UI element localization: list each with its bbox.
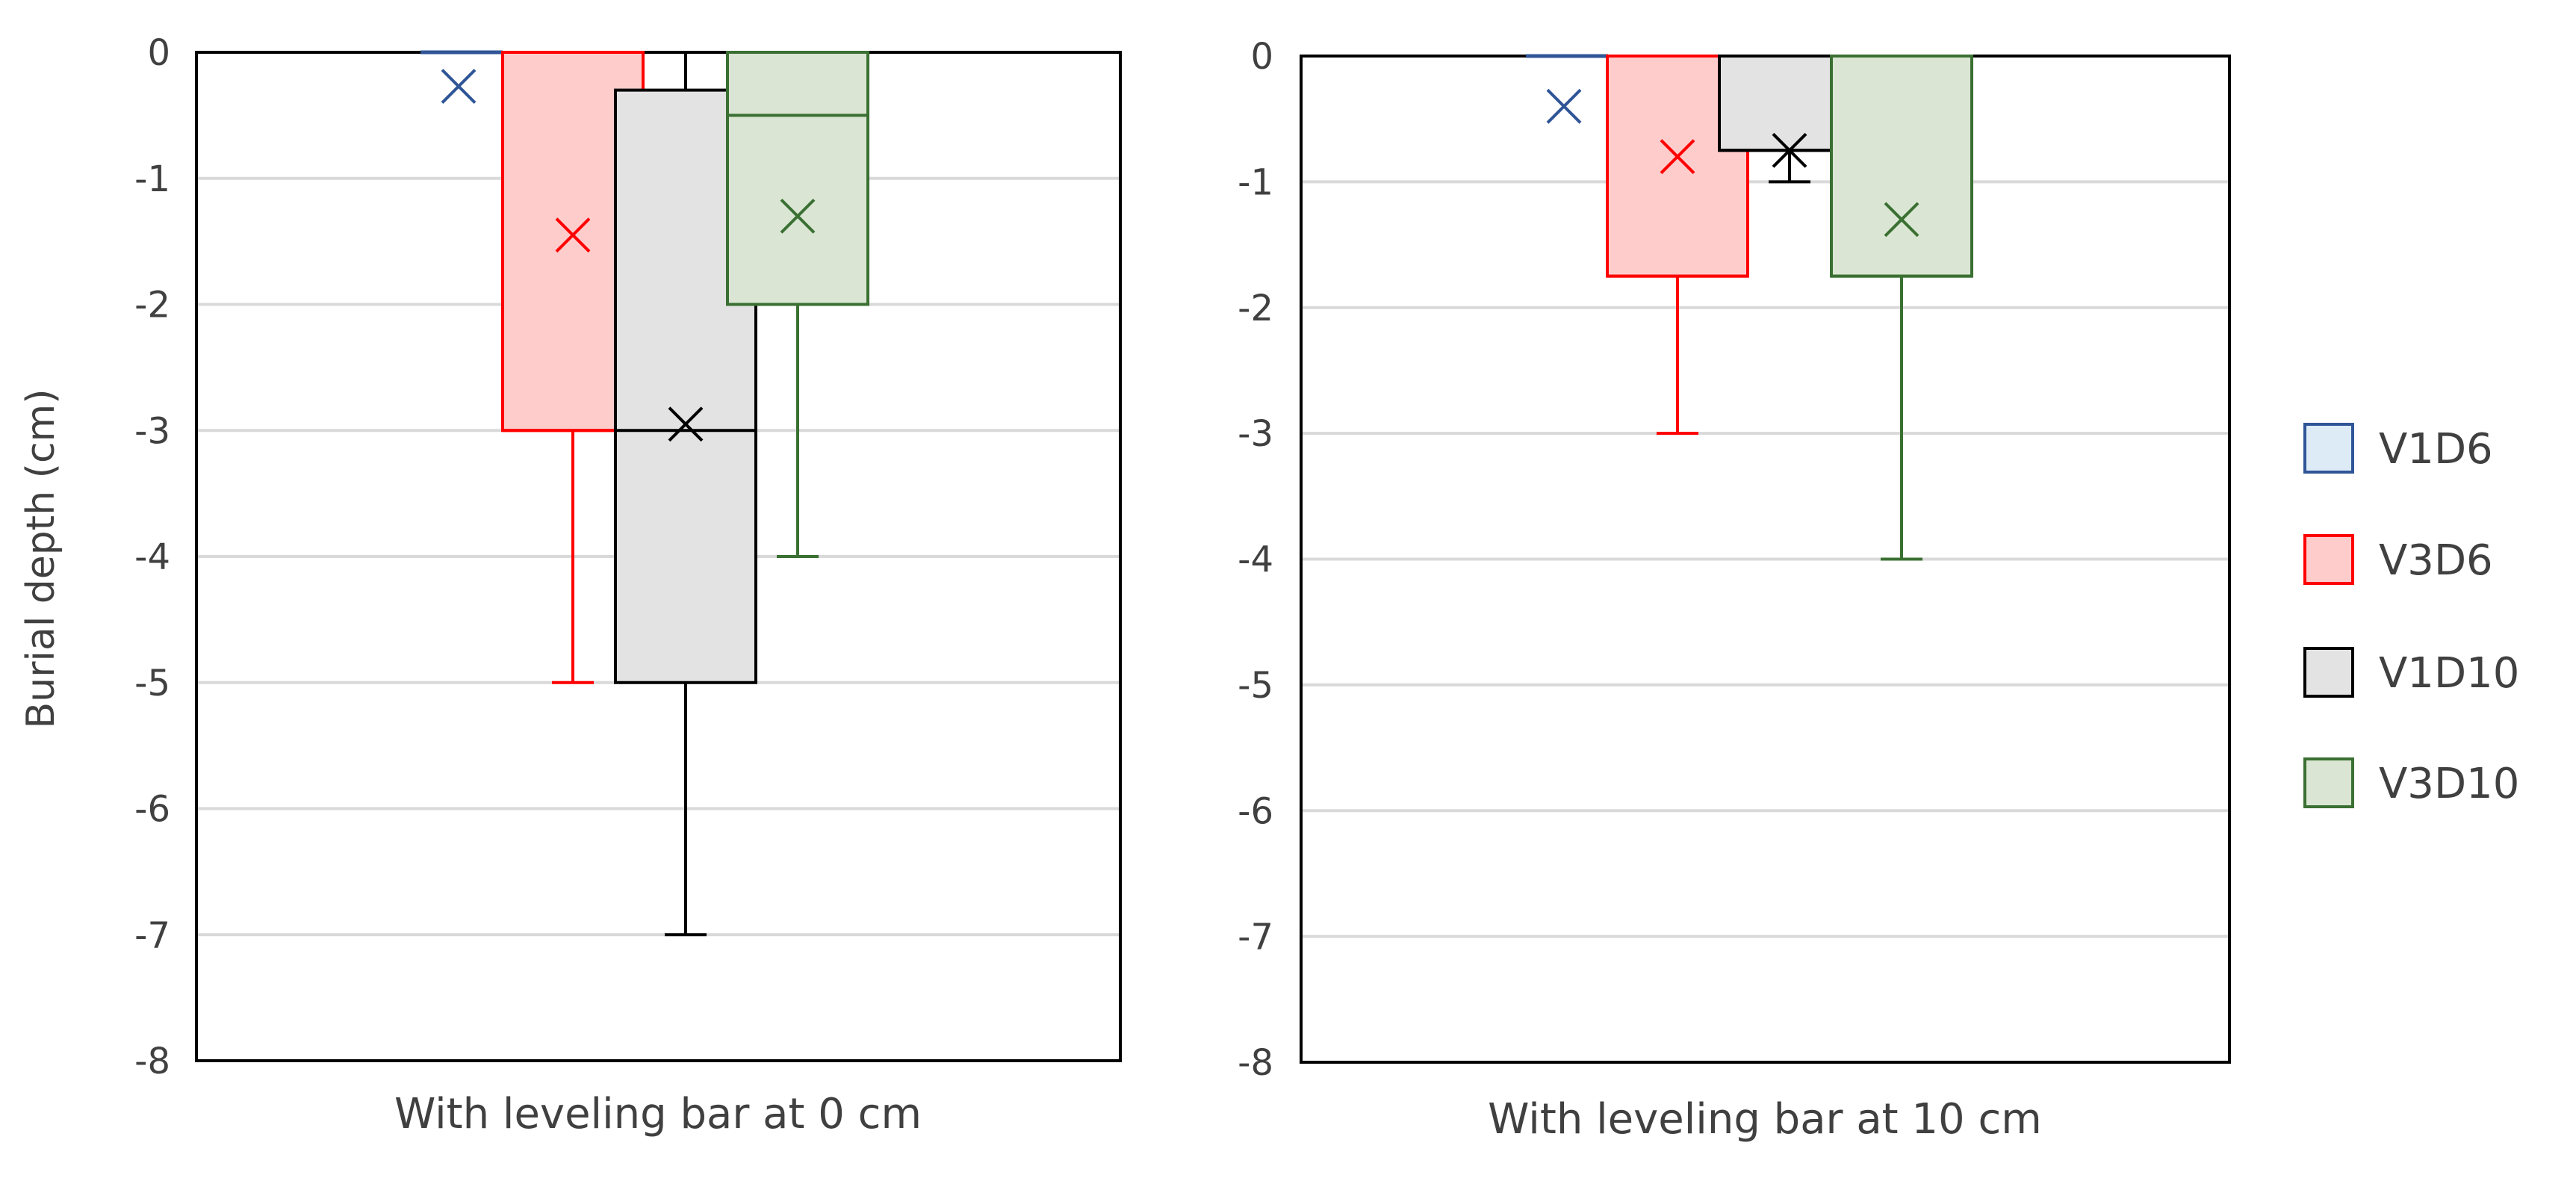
- chart-panel-1: 0 -1 -2 -3 -4 -5 -6 -7 -8 With leveling bar at 0 …: [134, 32, 1122, 1138]
- legend-item-v3d10: V3D10: [2303, 757, 2519, 808]
- y-tick-label: -6: [1238, 790, 1273, 832]
- y-tick-label: -4: [1238, 539, 1273, 581]
- y-tick-label: -2: [134, 285, 170, 326]
- y-tick-label: 0: [1250, 36, 1273, 78]
- y-tick-label: -6: [134, 789, 170, 831]
- mean-marker: [555, 217, 591, 253]
- legend-item-v3d6: V3D6: [2303, 534, 2493, 585]
- legend-swatch: [2303, 423, 2354, 474]
- mean-marker: [1884, 202, 1919, 238]
- mean-marker: [1660, 139, 1695, 175]
- mean-marker: [780, 198, 816, 234]
- legend-item-v1d10: V1D10: [2303, 647, 2519, 698]
- y-tick-label: -4: [134, 536, 170, 578]
- legend-item-v1d6: V1D6: [2303, 423, 2493, 474]
- y-axis-label: Burial depth (cm): [19, 389, 63, 729]
- mean-marker: [1546, 88, 1582, 124]
- y-tick-label: -1: [1238, 161, 1273, 203]
- x-axis-label: With leveling bar at 10 cm: [1488, 1095, 2042, 1144]
- y-tick-label: -2: [1238, 288, 1273, 329]
- legend-swatch: [2303, 647, 2354, 698]
- legend-label: V1D6: [2379, 425, 2493, 474]
- y-tick-label: -3: [1238, 413, 1273, 455]
- plot-frame: [195, 51, 1122, 1062]
- legend-label: V3D6: [2379, 536, 2493, 585]
- y-tick-label: -5: [134, 663, 170, 704]
- y-tick-label: -8: [1238, 1042, 1273, 1084]
- y-tick-label: -8: [134, 1041, 170, 1082]
- box-v1d6: [1526, 54, 1608, 124]
- y-tick-label: -5: [1238, 665, 1273, 707]
- y-tick-label: -1: [134, 158, 170, 200]
- legend-label: V3D10: [2379, 760, 2519, 808]
- y-tick-label: -7: [1238, 917, 1273, 958]
- mean-marker: [441, 69, 477, 104]
- box-v3d10: [726, 51, 869, 558]
- y-tick-label: -7: [134, 914, 170, 956]
- x-axis-label: With leveling bar at 0 cm: [394, 1090, 922, 1138]
- box-body: [1830, 55, 1973, 278]
- mean-marker: [668, 406, 704, 442]
- y-tick-label: 0: [147, 32, 170, 74]
- legend-label: V1D10: [2379, 649, 2519, 698]
- box-v1d6: [420, 50, 503, 104]
- box-v3d10: [1830, 55, 1973, 561]
- legend-swatch: [2303, 757, 2354, 808]
- legend: V1D6 V3D6 V1D10 V3D10: [2303, 423, 2519, 808]
- box-body: [726, 51, 869, 306]
- legend-swatch: [2303, 534, 2354, 585]
- chart-panel-2: 0 -1 -2 -3 -4 -5 -6 -7 -8 With leveling bar at 10…: [1238, 36, 2231, 1144]
- y-tick-label: -3: [134, 410, 170, 452]
- mean-marker: [1772, 132, 1807, 168]
